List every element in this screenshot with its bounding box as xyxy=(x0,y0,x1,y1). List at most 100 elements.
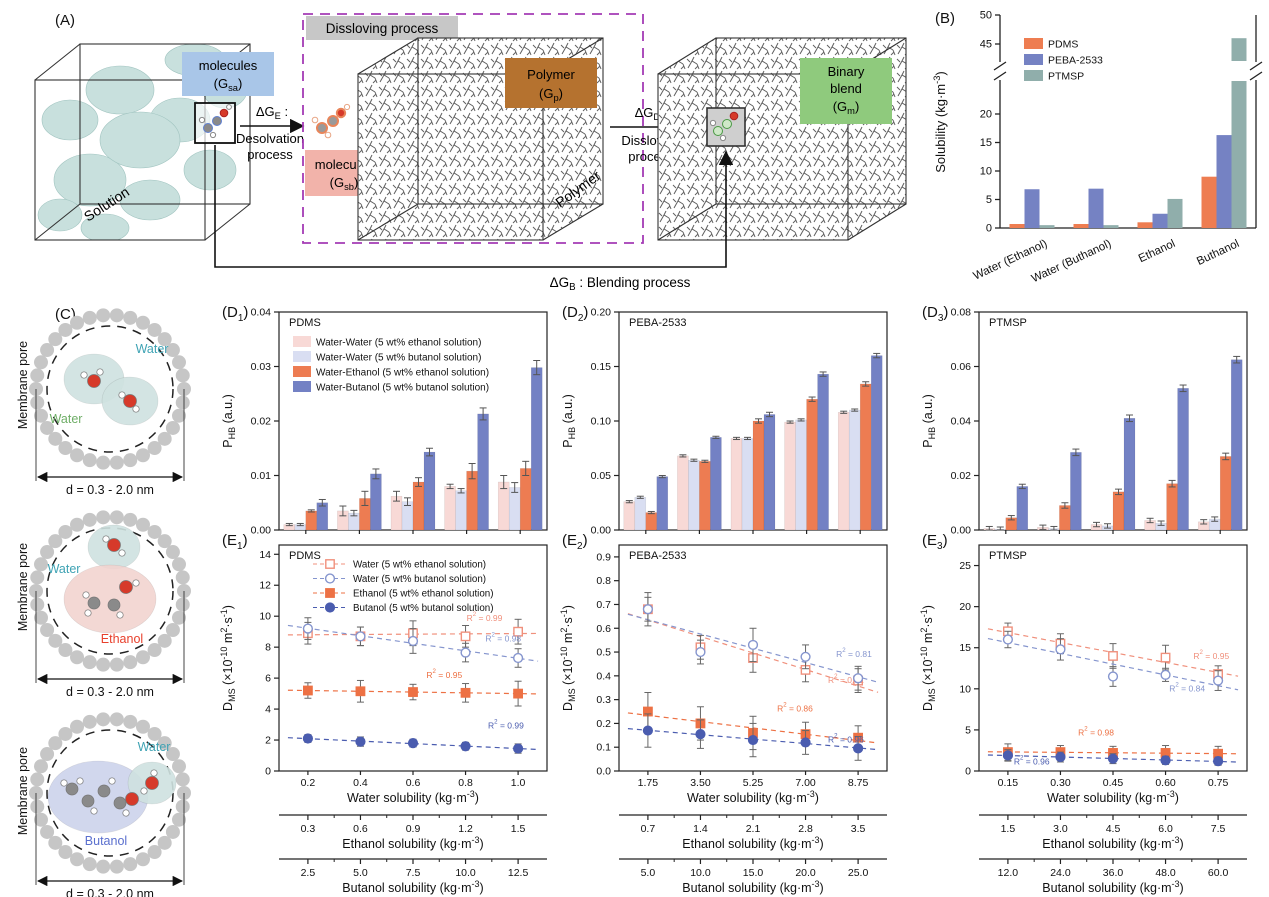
molecules-gsa-chip: molecules (Gsa) xyxy=(182,52,274,96)
chart-dms-ptmsp: 0 5 10 15 20 25 DMS (×10-10 m2·s-1) PTMSP 0.15 0.… xyxy=(919,544,1248,895)
svg-text:Water-Water (5 wt% butanol sol: Water-Water (5 wt% butanol solution) xyxy=(316,353,481,364)
bar xyxy=(1167,198,1183,228)
svg-text:0.15: 0.15 xyxy=(998,777,1019,789)
bar xyxy=(806,398,818,531)
svg-text:PHB (a.u.): PHB (a.u.) xyxy=(561,394,577,448)
svg-text:R2 = 0.98: R2 = 0.98 xyxy=(485,632,521,644)
svg-text:15.0: 15.0 xyxy=(743,867,764,879)
svg-text:50: 50 xyxy=(980,10,992,22)
svg-text:process: process xyxy=(247,147,293,162)
svg-text:d = 0.3 - 2.0 nm: d = 0.3 - 2.0 nm xyxy=(66,685,154,699)
svg-text:10: 10 xyxy=(980,166,992,178)
svg-text:PTMSP: PTMSP xyxy=(1048,71,1084,83)
bar xyxy=(1088,188,1104,228)
svg-text:0.45: 0.45 xyxy=(1103,777,1124,789)
svg-text:14: 14 xyxy=(259,549,271,561)
bar xyxy=(1123,418,1136,531)
svg-text:20: 20 xyxy=(959,601,971,613)
bar xyxy=(1112,491,1125,531)
panel-label-b: (B) xyxy=(935,10,955,27)
bars xyxy=(1009,38,1247,228)
desolvation-arrow: ΔGE : Desolvation process xyxy=(236,104,305,162)
bar xyxy=(477,413,489,531)
blending-label: ΔGB : Blending process xyxy=(550,275,691,293)
svg-text:0.00: 0.00 xyxy=(591,525,612,537)
svg-text:2.8: 2.8 xyxy=(798,823,813,835)
svg-text:Water: Water xyxy=(48,562,81,576)
svg-text:12.0: 12.0 xyxy=(998,867,1019,879)
svg-text:5.0: 5.0 xyxy=(353,867,368,879)
bar xyxy=(1073,224,1089,228)
svg-text:R2 = 0.95: R2 = 0.95 xyxy=(426,668,462,680)
svg-text:20.0: 20.0 xyxy=(795,867,816,879)
pore-boundary-dashed xyxy=(46,325,174,453)
svg-text:ΔGE :: ΔGE : xyxy=(256,104,288,121)
svg-text:7.00: 7.00 xyxy=(795,777,816,789)
svg-text:48.0: 48.0 xyxy=(1155,867,1176,879)
svg-text:Ethanol solubility (kg·m-3): Ethanol solubility (kg·m-3) xyxy=(342,835,483,851)
svg-text:0.8: 0.8 xyxy=(458,777,473,789)
svg-text:PTMSP: PTMSP xyxy=(989,317,1027,329)
svg-text:PDMS: PDMS xyxy=(1048,39,1078,51)
panel-label-d2: (D2) xyxy=(562,304,589,324)
bar xyxy=(634,497,647,531)
svg-text:R2 = 0.81: R2 = 0.81 xyxy=(836,647,872,659)
bar xyxy=(305,510,318,531)
bar xyxy=(763,414,776,531)
bar xyxy=(1201,176,1217,228)
svg-text:Water-Water (5 wt% ethanol sol: Water-Water (5 wt% ethanol solution) xyxy=(316,338,481,349)
svg-text:(Gsa): (Gsa) xyxy=(214,76,243,93)
bar xyxy=(1016,486,1029,531)
svg-text:0: 0 xyxy=(265,766,271,778)
svg-text:Water solubility (kg·m-3): Water solubility (kg·m-3) xyxy=(687,789,819,805)
series: R2 = 0.95 xyxy=(287,668,539,707)
svg-text:Butanol: Butanol xyxy=(85,834,127,848)
svg-text:Water (5 wt% ethanol solution): Water (5 wt% ethanol solution) xyxy=(353,560,486,571)
pore-diagram-water-ethanol: Water Ethanol d = 0.3 - 2.0 nm xyxy=(29,510,191,699)
svg-text:7.5: 7.5 xyxy=(406,867,421,879)
bar xyxy=(1230,359,1243,531)
svg-text:Butanol solubility (kg·m-3): Butanol solubility (kg·m-3) xyxy=(682,879,823,895)
svg-text:0.6: 0.6 xyxy=(353,823,368,835)
svg-text:6: 6 xyxy=(265,673,271,685)
bar xyxy=(1216,135,1232,228)
panel-label-a: (A) xyxy=(55,12,75,29)
svg-text:12.5: 12.5 xyxy=(508,867,529,879)
bars xyxy=(623,352,883,531)
svg-text:0.30: 0.30 xyxy=(1050,777,1071,789)
svg-text:DMS (×10-10 m2·s-1): DMS (×10-10 m2·s-1) xyxy=(219,605,237,711)
molecules xyxy=(47,760,177,834)
svg-text:0.5: 0.5 xyxy=(596,647,611,659)
svg-text:0.60: 0.60 xyxy=(1155,777,1176,789)
chart-dms-peba: 0.0 0.1 0.2 0.3 0.4 0.5 0.6 0.7 0.8 0.9 DMS (×10-1… xyxy=(559,544,888,895)
series: R2 = 0.98 xyxy=(287,617,539,668)
legend: Water-Water (5 wt% ethanol solution) Wate… xyxy=(293,336,489,394)
molecules xyxy=(63,524,157,634)
svg-text:PTMSP: PTMSP xyxy=(989,550,1027,562)
svg-text:(Gm): (Gm) xyxy=(833,99,860,116)
bar xyxy=(623,501,636,531)
series: R2 = 0.96 xyxy=(627,713,879,761)
svg-text:60.0: 60.0 xyxy=(1208,867,1229,879)
svg-text:3.50: 3.50 xyxy=(690,777,711,789)
svg-text:15: 15 xyxy=(980,137,992,149)
svg-text:0.4: 0.4 xyxy=(596,670,611,682)
svg-text:3.5: 3.5 xyxy=(851,823,866,835)
svg-text:0.06: 0.06 xyxy=(951,361,972,373)
svg-text:5: 5 xyxy=(965,724,971,736)
svg-text:20: 20 xyxy=(980,109,992,121)
svg-text:0.8: 0.8 xyxy=(596,575,611,587)
bar xyxy=(848,409,861,531)
svg-text:PHB (a.u.): PHB (a.u.) xyxy=(921,394,937,448)
svg-text:Water (5 wt% butanol solution): Water (5 wt% butanol solution) xyxy=(353,574,486,585)
svg-text:0.02: 0.02 xyxy=(251,416,272,428)
svg-text:Polymer: Polymer xyxy=(527,67,575,82)
svg-text:d = 0.3 - 2.0 nm: d = 0.3 - 2.0 nm xyxy=(66,887,154,897)
bar xyxy=(1103,225,1119,228)
svg-text:Ethanol (5 wt% ethanol solutio: Ethanol (5 wt% ethanol solution) xyxy=(353,589,494,600)
svg-text:0.00: 0.00 xyxy=(951,525,972,537)
svg-text:0.08: 0.08 xyxy=(951,307,972,319)
svg-text:Ethanol: Ethanol xyxy=(1137,238,1177,265)
svg-text:0.2: 0.2 xyxy=(301,777,316,789)
